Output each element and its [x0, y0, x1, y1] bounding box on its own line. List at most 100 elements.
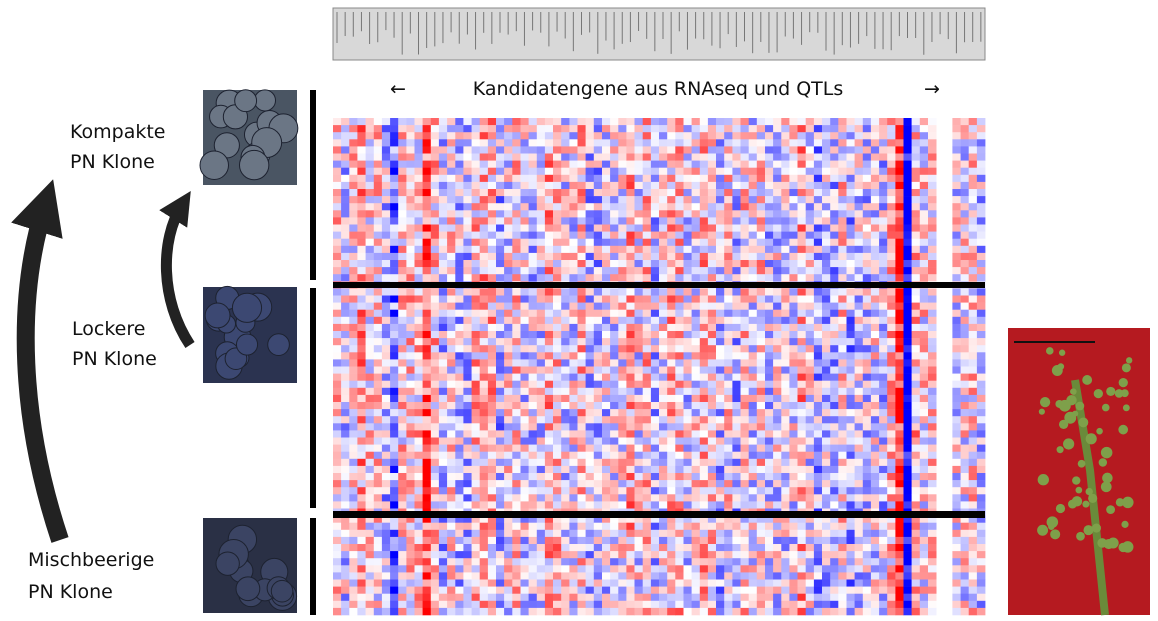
heat-cell [708, 196, 717, 203]
heat-cell [480, 210, 489, 217]
heat-cell [390, 459, 399, 466]
heat-cell [537, 331, 546, 338]
heat-cell [586, 544, 595, 551]
heat-cell [659, 459, 668, 466]
heat-cell [447, 352, 456, 359]
heat-cell [545, 352, 554, 359]
heat-cell [472, 466, 481, 473]
heat-cell [659, 331, 668, 338]
heat-cell [447, 381, 456, 388]
heat-cell [366, 331, 375, 338]
heat-cell [553, 331, 562, 338]
heat-cell [357, 338, 366, 345]
heat-cell [822, 189, 831, 196]
heat-cell [684, 480, 693, 487]
heat-cell [521, 374, 530, 381]
heat-cell [545, 338, 554, 345]
heat-cell [626, 381, 635, 388]
heat-cell [765, 388, 774, 395]
heat-cell [357, 210, 366, 217]
heat-cell [635, 310, 644, 317]
heat-cell [838, 608, 847, 615]
heat-cell [333, 537, 342, 544]
heat-cell [879, 530, 888, 537]
heat-cell [357, 331, 366, 338]
heat-cell [618, 423, 627, 430]
heat-cell [366, 530, 375, 537]
heat-cell [814, 430, 823, 437]
heat-cell [741, 423, 750, 430]
heat-cell [333, 381, 342, 388]
heat-cell [814, 445, 823, 452]
heat-cell [594, 189, 603, 196]
heat-cell [847, 324, 856, 331]
heat-cell [529, 530, 538, 537]
heat-cell [480, 594, 489, 601]
heat-cell [480, 374, 489, 381]
heat-cell [357, 246, 366, 253]
heat-cell [643, 487, 652, 494]
heat-cell [341, 551, 350, 558]
heat-cell [749, 423, 758, 430]
heat-cell [398, 423, 407, 430]
heat-cell [749, 367, 758, 374]
heat-cell [578, 438, 587, 445]
heat-cell [855, 381, 864, 388]
heat-cell [814, 210, 823, 217]
heat-cell [578, 523, 587, 530]
heat-cell [757, 395, 766, 402]
heat-cell [496, 118, 505, 125]
heat-cell [463, 232, 472, 239]
heat-cell [855, 132, 864, 139]
heat-cell [651, 359, 660, 366]
heat-cell [855, 459, 864, 466]
heat-cell [887, 296, 896, 303]
heat-cell [635, 523, 644, 530]
heat-cell [871, 452, 880, 459]
heat-cell [781, 154, 790, 161]
heat-cell [333, 260, 342, 267]
heat-cell [406, 217, 415, 224]
heat-cell [635, 572, 644, 579]
heat-cell [635, 409, 644, 416]
heat-cell [455, 374, 464, 381]
heat-cell [684, 572, 693, 579]
heat-cell [716, 345, 725, 352]
heat-cell [374, 423, 383, 430]
heat-cell [415, 168, 424, 175]
heat-cell [757, 430, 766, 437]
heat-cell [423, 331, 432, 338]
heat-cell [814, 203, 823, 210]
heat-cell [773, 544, 782, 551]
heat-cell [415, 189, 424, 196]
heat-cell [366, 303, 375, 310]
heat-cell [830, 374, 839, 381]
heat-cell [659, 494, 668, 501]
heat-cell [684, 352, 693, 359]
heat-cell [708, 246, 717, 253]
heat-cell [374, 352, 383, 359]
heat-cell [390, 352, 399, 359]
heat-cell [855, 572, 864, 579]
heat-cell [643, 310, 652, 317]
arrow-large [26, 205, 60, 540]
heat-cell [822, 359, 831, 366]
heat-cell [879, 445, 888, 452]
heat-cell [618, 367, 627, 374]
heat-cell [357, 501, 366, 508]
heat-cell [406, 267, 415, 274]
heat-cell [806, 139, 815, 146]
heat-cell [716, 530, 725, 537]
heat-cell [838, 544, 847, 551]
heat-cell [798, 445, 807, 452]
heat-cell [341, 416, 350, 423]
heat-cell [879, 225, 888, 232]
heat-cell [675, 203, 684, 210]
heat-cell [406, 296, 415, 303]
heat-cell [529, 537, 538, 544]
heat-cell [415, 288, 424, 295]
heat-cell [626, 466, 635, 473]
heat-cell [765, 352, 774, 359]
heat-cell [537, 154, 546, 161]
heat-cell [749, 232, 758, 239]
